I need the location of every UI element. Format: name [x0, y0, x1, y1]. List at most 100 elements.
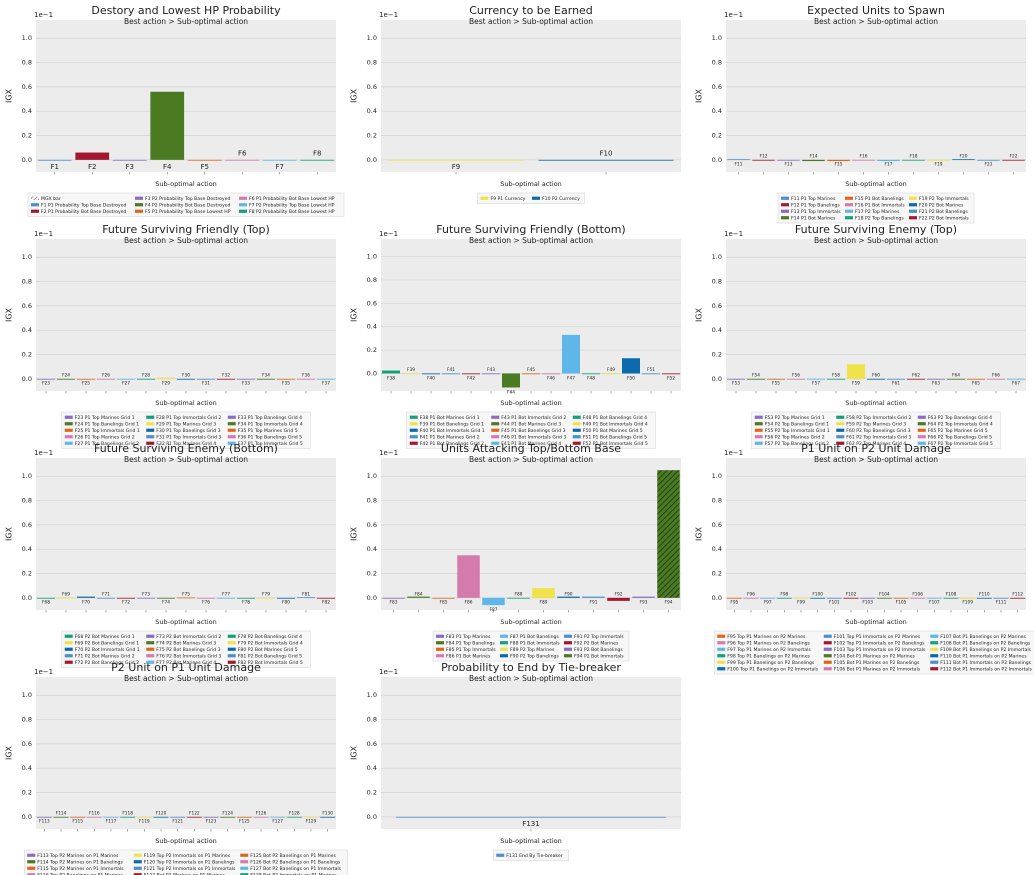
legend-label: F113 Top P2 Marines on P1 Marines — [37, 853, 119, 859]
legend-label: F104 Bot P1 Marines on P2 Marines — [834, 653, 916, 659]
legend-label: F112 Bot P1 Immortals on P2 Immortals — [940, 666, 1032, 672]
bar — [557, 596, 580, 598]
bar — [317, 378, 335, 380]
legend-label: F93 P2 Bot Banelings — [574, 647, 623, 653]
legend-label: F72 P2 Bot Banelings Grid 2 — [75, 660, 139, 666]
bar-label: F50 — [627, 375, 635, 381]
bar-label: F104 — [879, 591, 890, 597]
bar-label: F68 — [42, 600, 50, 606]
bar-label: F13 — [785, 162, 793, 168]
bar-label: F60 — [872, 372, 880, 378]
bar — [902, 159, 925, 161]
offset-text: 1e−1 — [34, 449, 53, 457]
legend-swatch — [146, 634, 155, 638]
y-tick-label: 0.4 — [22, 545, 32, 553]
legend-label: F42 P1 Bot Banelings Grid 2 — [420, 441, 484, 447]
offset-text: 1e−1 — [34, 230, 53, 238]
legend-label: F38 P1 Bot Marines Grid 1 — [420, 415, 480, 421]
plot-area — [726, 239, 1026, 391]
offset-text: 1e−1 — [724, 449, 743, 457]
legend-swatch — [239, 209, 247, 213]
legend-swatch — [823, 647, 832, 651]
y-tick-label: 0.8 — [22, 59, 32, 67]
bar-label: F66 — [992, 372, 1000, 378]
bar-label: F95 — [730, 600, 738, 606]
legend-swatch — [823, 641, 832, 645]
y-tick-label: 0.8 — [712, 497, 722, 505]
bar-label: F131 — [522, 820, 539, 828]
y-tick-label: 1.0 — [22, 691, 32, 699]
legend-label: F103 Top P1 Immortals on P2 Immortals — [834, 647, 926, 653]
legend-swatch — [845, 209, 853, 213]
legend-label: F71 P2 Bot Marines Grid 2 — [75, 653, 135, 659]
legend-label: F45 P1 Bot Banelings Grid 3 — [501, 428, 565, 434]
bar-label: F77 — [222, 591, 230, 597]
bar — [112, 159, 147, 161]
y-tick-label: 0.0 — [367, 369, 377, 377]
y-tick-label: 0.4 — [712, 107, 722, 115]
bar — [396, 816, 666, 818]
legend-label: F125 Bot P2 Banelings on P1 Marines — [250, 853, 336, 859]
legend-swatch — [917, 422, 926, 426]
x-axis-label: Sub-optimal action — [500, 618, 562, 626]
bar-label: F1 — [51, 163, 59, 171]
legend-box — [27, 192, 345, 217]
bar-label: F129 — [306, 819, 317, 825]
bar-label: F45 — [527, 367, 535, 373]
legend-box — [751, 411, 1001, 449]
legend-swatch — [717, 634, 726, 638]
offset-text: 1e−1 — [724, 230, 743, 238]
legend-label: F18 P2 Top Banelings — [855, 215, 904, 221]
subtitle: Best action > Sub-optimal action — [124, 236, 248, 245]
y-tick-label: 0.0 — [22, 594, 32, 602]
bar — [993, 597, 1009, 599]
bar-label: F99 — [797, 600, 805, 606]
legend-swatch — [930, 660, 939, 664]
plot-area — [381, 458, 681, 610]
bar — [907, 378, 925, 380]
y-tick-label: 0.0 — [712, 156, 722, 164]
legend-label: F44 P1 Bot Marines Grid 3 — [501, 421, 561, 427]
y-tick-label: 0.2 — [22, 132, 32, 140]
plot-area — [36, 458, 336, 610]
y-tick-label: 1.0 — [712, 472, 722, 480]
bar — [225, 159, 260, 161]
y-tick-label: 0.0 — [22, 813, 32, 821]
legend-box — [714, 630, 1034, 675]
bar — [910, 597, 926, 599]
bar-label: F9 — [452, 163, 460, 171]
legend-swatch — [135, 196, 143, 200]
bar — [97, 378, 115, 380]
legend-swatch — [823, 660, 832, 664]
bar-label: F62 — [912, 372, 920, 378]
subtitle: Best action > Sub-optimal action — [469, 674, 593, 683]
legend-swatch — [845, 203, 853, 207]
legend-label: F22 P2 Bot Immortals — [919, 215, 969, 221]
legend-swatch — [146, 415, 155, 419]
y-tick-label: 0.8 — [367, 497, 377, 505]
bar-label: F63 — [932, 381, 940, 387]
bar — [947, 378, 965, 380]
bar-label: F97 — [764, 600, 772, 606]
bar — [657, 470, 680, 598]
bar-label: F5 — [201, 163, 209, 171]
legend-label: F86 P1 Bot Marines — [446, 653, 491, 659]
legend-label: F48 P1 Bot Banelings Grid 4 — [583, 415, 647, 421]
bar-label: F111 — [996, 600, 1007, 606]
legend-swatch — [227, 441, 236, 445]
y-tick-label: 0.4 — [712, 326, 722, 334]
bar — [75, 152, 110, 160]
legend-label: F13 P1 Top Immortals — [791, 209, 841, 215]
chart-panel: 0.0 0.2 0.4 0.6 0.8 1.0 F68 F69 F70 F71 F72 F73 F74 F… — [5, 442, 336, 668]
x-axis-label: Sub-optimal action — [500, 837, 562, 845]
offset-text: 1e−1 — [724, 11, 743, 19]
bar-label: F34 — [262, 372, 270, 378]
y-tick-label: 1.0 — [367, 253, 377, 261]
legend-label: F73 P2 Bot Immortals Grid 2 — [156, 634, 221, 640]
legend-label: F119 Top P2 Immortals on P1 Marines — [144, 853, 231, 859]
bar — [1010, 597, 1026, 599]
bar — [843, 597, 859, 599]
bar-label: F64 — [952, 372, 960, 378]
chart-panel: 0.0 0.2 0.4 0.6 0.8 1.0 F11 F12 F13 F14 F15 F16 F17 F… — [695, 4, 1026, 224]
legend-swatch — [409, 415, 418, 419]
